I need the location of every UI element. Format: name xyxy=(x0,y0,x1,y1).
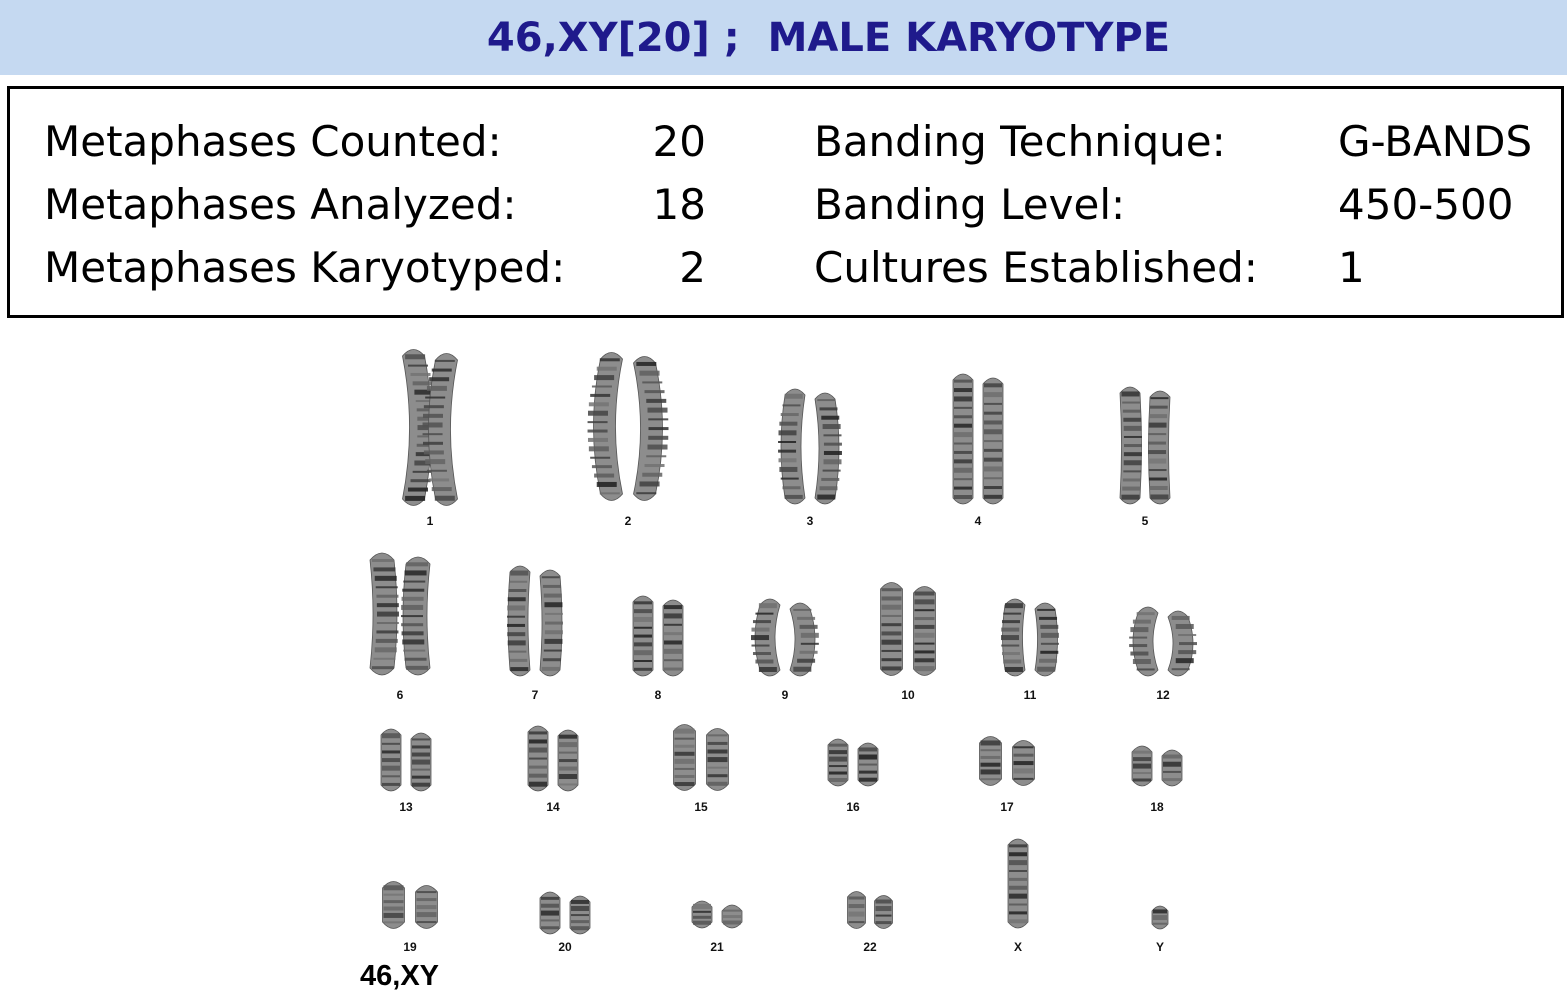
metaphases-karyotyped-label: Metaphases Karyotyped: xyxy=(44,243,566,292)
banding-technique-value: G-BANDS xyxy=(1338,117,1533,166)
chromosome-5 xyxy=(1119,386,1171,505)
chromosome-14 xyxy=(527,725,579,792)
metaphases-counted-label: Metaphases Counted: xyxy=(44,117,502,166)
chromosome-16 xyxy=(827,738,879,787)
chromosome-9 xyxy=(751,598,819,677)
chromosome-1 xyxy=(402,349,458,506)
chromosome-12 xyxy=(1129,606,1197,677)
chromosome-4 xyxy=(952,373,1004,505)
chromosome-label: 20 xyxy=(558,940,572,954)
chromosome-17 xyxy=(979,736,1035,786)
chromosome-18 xyxy=(1131,745,1183,787)
chromosome-label: 12 xyxy=(1156,688,1170,702)
chromosome-label: 18 xyxy=(1150,800,1164,814)
chromosome-label: 4 xyxy=(974,514,982,528)
metaphases-karyotyped-value: 2 xyxy=(679,243,706,292)
chromosome-label: 5 xyxy=(1141,514,1149,528)
chromosome-label: 15 xyxy=(694,800,708,814)
chromosome-21 xyxy=(691,900,743,929)
karyotype-title: 46,XY[20] ; MALE KARYOTYPE xyxy=(486,14,1171,61)
metaphases-counted-value: 20 xyxy=(652,117,706,166)
cultures-established-label: Cultures Established: xyxy=(814,243,1258,292)
chromosome-22 xyxy=(847,891,893,929)
chromosome-label: X xyxy=(1013,940,1023,954)
summary-box: Metaphases Counted: 20 Banding Technique… xyxy=(7,86,1564,318)
chromosome-label: 7 xyxy=(531,688,539,702)
chromosome-19 xyxy=(382,881,438,929)
chromosome-label: 17 xyxy=(1000,800,1014,814)
chromosome-label: 2 xyxy=(624,514,632,528)
chromosome-label: 16 xyxy=(846,800,860,814)
karyotype-label: 46,XY xyxy=(360,960,439,992)
metaphases-analyzed-value: 18 xyxy=(652,180,706,229)
chromosome-6 xyxy=(369,552,431,676)
chromosome-X xyxy=(1007,838,1029,929)
chromosome-label: 3 xyxy=(806,514,814,528)
banding-level-value: 450-500 xyxy=(1338,180,1514,229)
chromosome-13 xyxy=(380,728,432,792)
chromosome-20 xyxy=(539,891,591,935)
chromosome-label: 22 xyxy=(863,940,877,954)
chromosome-3 xyxy=(778,388,842,505)
chromosome-8 xyxy=(632,595,684,677)
chromosome-label: 10 xyxy=(901,688,915,702)
chromosome-15 xyxy=(673,724,729,791)
chromosome-label: 1 xyxy=(426,514,434,528)
chromosome-10 xyxy=(880,582,936,676)
chromosome-7 xyxy=(507,565,563,677)
cultures-established-value: 1 xyxy=(1338,243,1365,292)
metaphases-analyzed-label: Metaphases Analyzed: xyxy=(44,180,517,229)
chromosome-label: 13 xyxy=(399,800,413,814)
chromosome-label: Y xyxy=(1155,940,1165,954)
chromosome-Y xyxy=(1151,905,1169,930)
header-banner: 46,XY[20] ; MALE KARYOTYPE xyxy=(0,0,1567,75)
chromosome-label: 6 xyxy=(396,688,404,702)
banding-technique-label: Banding Technique: xyxy=(814,117,1226,166)
banding-level-label: Banding Level: xyxy=(814,180,1126,229)
chromosome-label: 19 xyxy=(403,940,417,954)
chromosome-label: 21 xyxy=(710,940,724,954)
chromosome-label: 8 xyxy=(654,688,662,702)
chromosome-label: 14 xyxy=(546,800,560,814)
chromosome-11 xyxy=(1001,598,1059,677)
chromosome-label: 9 xyxy=(781,688,789,702)
chromosome-2 xyxy=(587,352,669,501)
chromosome-label: 11 xyxy=(1023,688,1037,702)
